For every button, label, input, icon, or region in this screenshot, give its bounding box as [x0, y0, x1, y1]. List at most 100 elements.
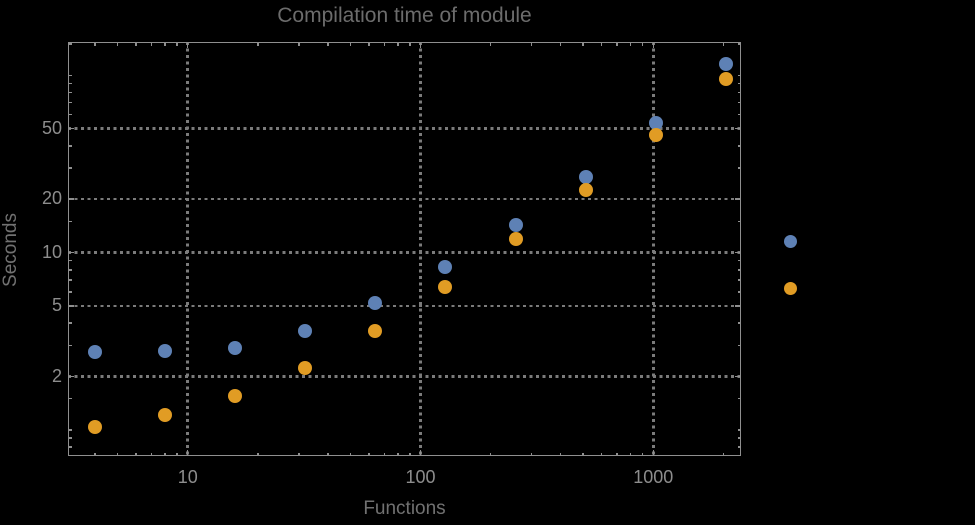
y-tick	[68, 43, 72, 45]
data-point-series-1	[578, 169, 593, 184]
y-tick	[735, 127, 741, 130]
h-gridline	[68, 197, 741, 201]
y-tick	[68, 322, 72, 324]
h-gridline	[68, 127, 741, 130]
x-tick	[164, 42, 166, 46]
data-point-series-2	[158, 407, 173, 422]
x-tick	[257, 42, 259, 46]
data-point-series-2	[438, 279, 453, 294]
data-point-series-1	[438, 260, 453, 275]
y-tick-label: 50	[41, 117, 62, 138]
h-gridline	[68, 304, 741, 308]
y-tick	[737, 145, 741, 147]
x-tick	[652, 42, 654, 48]
x-tick	[409, 452, 411, 456]
y-tick	[68, 74, 72, 76]
data-point-series-1	[368, 296, 383, 311]
x-tick	[559, 42, 562, 46]
data-point-series-2	[298, 360, 313, 375]
data-point-series-2	[228, 389, 243, 404]
y-tick-label: 2	[51, 365, 62, 386]
x-tick	[349, 42, 352, 46]
y-tick	[737, 446, 741, 448]
x-tick	[397, 452, 399, 456]
x-tick	[257, 452, 259, 456]
data-point-series-1	[88, 344, 103, 359]
y-tick	[68, 251, 74, 254]
x-axis-label: Functions	[363, 498, 446, 519]
y-tick	[737, 82, 741, 85]
y-tick	[68, 437, 72, 439]
legend-marker-series-1	[783, 234, 797, 248]
x-tick	[186, 42, 189, 48]
y-tick	[68, 127, 74, 130]
y-tick-label: 20	[41, 188, 62, 209]
x-tick	[135, 42, 137, 46]
y-tick	[737, 74, 741, 76]
data-point-series-2	[648, 128, 663, 143]
x-tick	[150, 452, 153, 456]
y-tick	[737, 344, 741, 347]
x-tick	[186, 450, 189, 456]
x-tick	[652, 450, 654, 456]
y-tick	[68, 305, 74, 307]
x-tick-label: 1000	[633, 467, 674, 487]
y-tick	[68, 101, 72, 104]
h-gridline	[68, 375, 741, 378]
x-tick	[176, 42, 178, 46]
data-point-series-2	[578, 183, 593, 198]
x-tick	[164, 452, 166, 456]
x-tick	[397, 42, 399, 46]
y-tick	[737, 101, 741, 104]
y-tick	[737, 113, 741, 116]
data-point-series-1	[158, 344, 173, 359]
data-point-series-2	[368, 323, 383, 338]
y-tick-label: 5	[51, 294, 62, 315]
x-tick	[383, 42, 386, 46]
y-tick	[68, 446, 72, 448]
y-tick	[737, 91, 741, 94]
y-tick	[68, 291, 72, 293]
y-tick	[68, 397, 72, 400]
y-tick	[737, 429, 741, 431]
x-tick	[349, 452, 352, 456]
x-tick	[582, 42, 584, 46]
x-tick	[368, 42, 370, 46]
x-tick	[150, 42, 153, 46]
x-tick	[641, 452, 644, 456]
x-tick	[722, 42, 725, 46]
x-tick	[600, 452, 603, 456]
y-tick	[68, 429, 72, 431]
legend-marker-series-2	[783, 281, 797, 295]
y-tick	[737, 322, 741, 324]
v-gridline	[419, 42, 422, 456]
x-tick	[489, 452, 492, 456]
x-tick	[641, 42, 644, 46]
x-tick	[559, 452, 562, 456]
x-tick	[94, 452, 96, 456]
v-gridline	[186, 42, 189, 456]
x-tick	[94, 42, 96, 46]
y-tick	[68, 344, 72, 347]
y-tick	[68, 145, 72, 147]
y-tick	[68, 269, 72, 271]
y-tick	[737, 43, 741, 45]
x-tick	[530, 42, 533, 46]
data-point-series-2	[88, 419, 103, 434]
x-tick	[135, 452, 137, 456]
data-point-series-1	[718, 57, 733, 72]
plot-frame	[68, 42, 741, 456]
data-point-series-2	[718, 72, 733, 87]
y-tick	[735, 251, 741, 254]
y-tick	[68, 375, 74, 378]
data-point-series-2	[508, 232, 523, 247]
x-tick	[582, 452, 584, 456]
x-tick	[383, 452, 386, 456]
y-tick	[735, 198, 741, 200]
x-tick	[629, 452, 632, 456]
x-tick	[419, 42, 422, 48]
x-tick-label: 10	[177, 467, 198, 487]
